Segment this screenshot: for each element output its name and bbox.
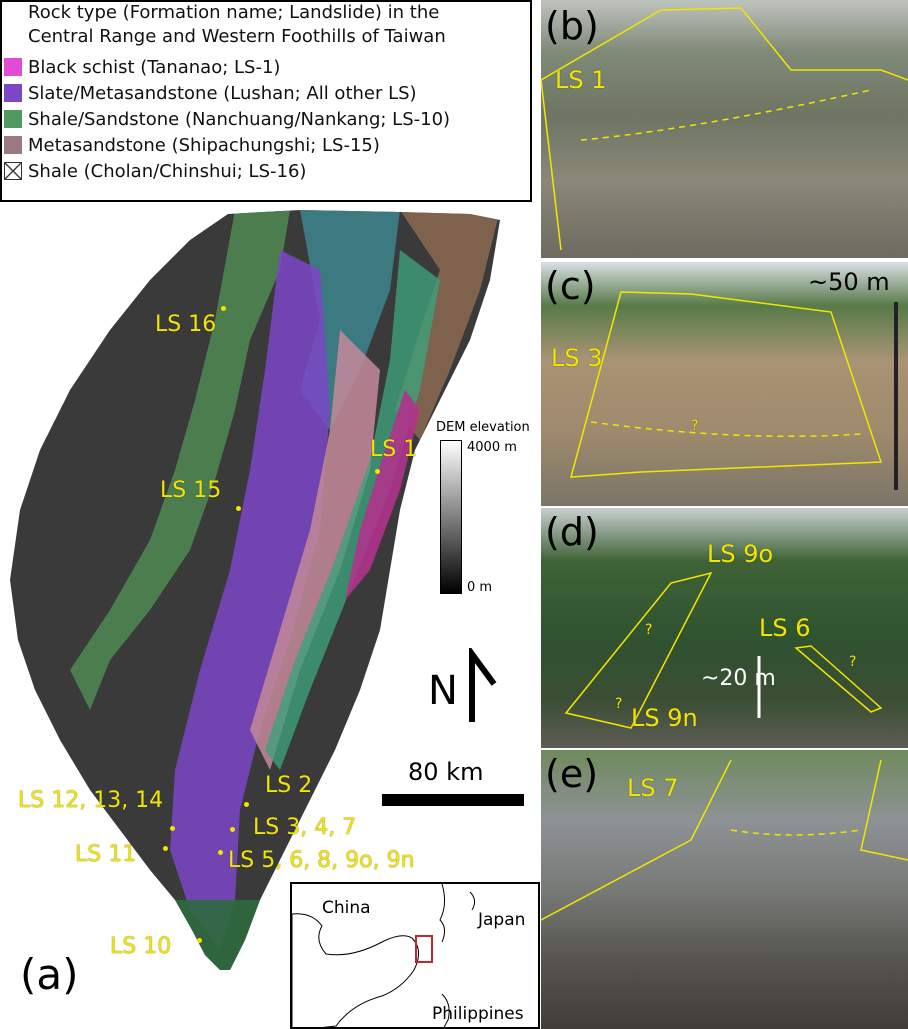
ls1-dot [375, 469, 380, 474]
photo-e: (e) LS 7 [541, 750, 908, 1029]
green-foothills-band [70, 210, 290, 710]
photo-c-ls3: LS 3 [551, 344, 603, 372]
photo-c-scale: ~50 m [808, 268, 890, 296]
panel-c-label: (c) [545, 264, 596, 308]
ls11-dot [163, 846, 168, 851]
photo-e-ls7: LS 7 [627, 774, 679, 802]
pink-band [250, 330, 380, 770]
ls12-label: LS 12, 13, 14 [18, 788, 164, 813]
photo-d-question-3: ? [849, 654, 857, 670]
photo-d-ls6: LS 6 [759, 614, 811, 642]
ls1-label: LS 1 [370, 437, 418, 462]
ls15-label: LS 15 [160, 478, 222, 503]
photo-d-question-2: ? [615, 696, 623, 712]
photo-d: (d) LS 9o LS 6 ~20 m LS 9n ? ? ? [541, 508, 908, 748]
photo-e-overlay [541, 759, 908, 921]
photo-d-scale: ~20 m [701, 666, 776, 691]
panel-b-label: (b) [545, 4, 599, 48]
north-label: N [428, 668, 458, 714]
photo-b: (b) LS 1 [541, 0, 908, 258]
green-east-band [265, 250, 440, 770]
dem-max: 4000 m [467, 440, 517, 455]
photo-b-overlay [541, 7, 908, 251]
slate-swatch [4, 84, 22, 102]
ls3-dot [230, 827, 235, 832]
metasandstone-swatch [4, 136, 22, 154]
rock-type-legend: Rock type (Formation name; Landslide) in… [0, 0, 532, 202]
legend-label: Black schist (Tananao; LS-1) [28, 56, 281, 78]
legend-label: Shale/Sandstone (Nanchuang/Nankang; LS-1… [28, 108, 451, 130]
legend-item-metasandstone: Metasandstone (Shipachungshi; LS-15) [4, 134, 380, 156]
legend-title-line1: Rock type (Formation name; Landslide) in… [28, 2, 440, 23]
photo-c-question: ? [691, 418, 699, 434]
photo-d-overlay [564, 571, 883, 729]
ls5-dot [218, 850, 223, 855]
scale-label: 80 km [408, 758, 484, 786]
ls10-dot [197, 938, 202, 943]
photo-b-ls1: LS 1 [555, 66, 607, 94]
shale-sandstone-swatch [4, 110, 22, 128]
inset-china: China [322, 898, 371, 918]
black-schist-swatch [4, 58, 22, 76]
inset-philippines: Philippines [432, 1004, 524, 1024]
ls15-dot [236, 506, 241, 511]
south-green-zone [170, 900, 260, 970]
slate-purple-zone [170, 250, 330, 950]
shale-crossed-swatch [4, 162, 22, 180]
photo-d-question-1: ? [645, 622, 653, 638]
legend-label: Shale (Cholan/Chinshui; LS-16) [28, 160, 307, 182]
ls16-label: LS 16 [155, 312, 217, 337]
ls2-dot [244, 802, 249, 807]
legend-item-shale: Shale (Cholan/Chinshui; LS-16) [4, 160, 306, 182]
panel-d-label: (d) [545, 510, 599, 554]
legend-title-line2: Central Range and Western Foothills of T… [28, 26, 446, 47]
north-arrow-icon [469, 648, 497, 722]
photo-d-ls9o: LS 9o [707, 540, 774, 568]
dem-min: 0 m [467, 580, 493, 595]
ls2-label: LS 2 [265, 773, 313, 798]
ls3-label: LS 3, 4, 7 [253, 815, 357, 840]
legend-label: Metasandstone (Shipachungshi; LS-15) [28, 134, 380, 156]
inset-coastline [292, 884, 476, 1027]
taiwan-geologic-map [10, 210, 500, 970]
taiwan-locator-box [415, 935, 433, 963]
legend-item-shale-sandstone: Shale/Sandstone (Nanchuang/Nankang; LS-1… [4, 108, 450, 130]
ls5-label: LS 5, 6, 8, 9o, 9n [228, 848, 415, 873]
photo-d-ls9n: LS 9n [631, 704, 698, 732]
legend-item-black-schist: Black schist (Tananao; LS-1) [4, 56, 280, 78]
dem-title: DEM elevation [436, 420, 530, 435]
scale-bar [382, 794, 524, 806]
ls11-label: LS 11 [75, 842, 137, 867]
photo-c-overlay [570, 291, 898, 490]
inset-map: China Japan Philippines [290, 882, 540, 1029]
ls16-dot [221, 306, 226, 311]
ls12-dot [170, 826, 175, 831]
legend-item-slate: Slate/Metasandstone (Lushan; All other L… [4, 82, 417, 104]
legend-label: Slate/Metasandstone (Lushan; All other L… [28, 82, 417, 104]
photo-c: (c) LS 3 ~50 m ? [541, 262, 908, 506]
dem-colorbar [440, 440, 462, 594]
black-schist-zone [345, 390, 420, 600]
inset-japan: Japan [478, 910, 526, 930]
panel-a-label: (a) [20, 950, 79, 999]
ls10-label: LS 10 [110, 934, 172, 959]
panel-e-label: (e) [545, 752, 599, 796]
